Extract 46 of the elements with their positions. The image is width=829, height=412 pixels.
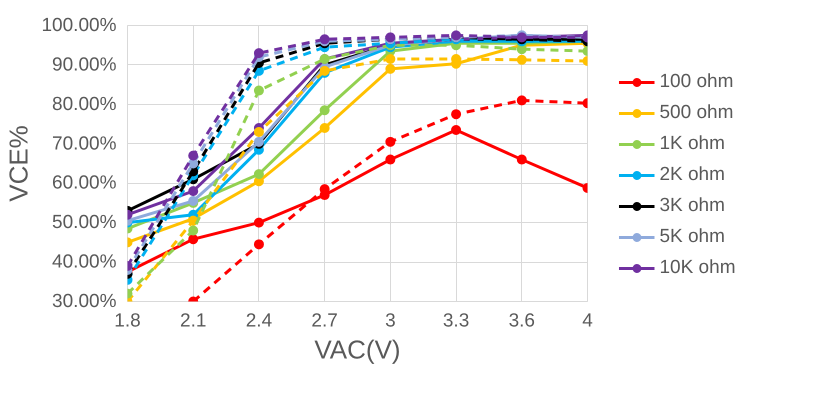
- x-tick-label: 2.7: [311, 310, 338, 332]
- point: [254, 169, 264, 180]
- legend-label: 500 ohm: [659, 102, 734, 124]
- point: [385, 154, 396, 165]
- point: [188, 186, 198, 196]
- legend-label: 5K ohm: [659, 226, 725, 248]
- point: [320, 123, 330, 134]
- y-tick-label: 30.00%: [52, 291, 117, 312]
- point: [385, 64, 396, 74]
- legend-label: 10K ohm: [659, 256, 736, 278]
- y-axis-title: VCE%: [3, 125, 34, 202]
- point: [188, 150, 198, 161]
- y-tick-label: 60.00%: [52, 172, 117, 194]
- y-tick-label: 90.00%: [52, 54, 117, 76]
- point: [516, 154, 527, 165]
- point: [516, 54, 527, 65]
- point: [451, 124, 462, 135]
- point: [254, 218, 264, 228]
- x-tick-label: 1.8: [114, 310, 141, 332]
- y-tick-label: 40.00%: [52, 252, 117, 273]
- point: [451, 109, 462, 120]
- point: [254, 126, 264, 137]
- x-axis-title: VAC(V): [314, 334, 401, 364]
- point: [188, 226, 198, 236]
- point: [254, 48, 264, 58]
- point: [254, 239, 264, 250]
- x-tick-label: 4: [582, 310, 594, 332]
- point: [254, 86, 264, 96]
- x-tick-label: 3.6: [508, 310, 535, 332]
- legend-label: 3K ohm: [659, 194, 725, 216]
- x-tick-label: 3.3: [442, 310, 470, 332]
- x-tick-label: 2.4: [246, 310, 273, 332]
- y-tick-label: 100.00%: [41, 15, 117, 36]
- legend-label: 1K ohm: [659, 132, 725, 154]
- legend-label: 100 ohm: [659, 70, 734, 92]
- legend-label: 2K ohm: [659, 164, 725, 186]
- point: [188, 234, 198, 244]
- y-tick-label: 70.00%: [52, 133, 117, 154]
- point: [320, 105, 330, 116]
- x-tick-label: 2.1: [180, 310, 206, 332]
- point: [385, 54, 396, 64]
- point: [516, 95, 527, 106]
- y-tick-label: 80.00%: [52, 94, 117, 115]
- point: [385, 136, 396, 147]
- x-tick-label: 3: [385, 310, 396, 332]
- y-tick-label: 50.00%: [52, 212, 117, 234]
